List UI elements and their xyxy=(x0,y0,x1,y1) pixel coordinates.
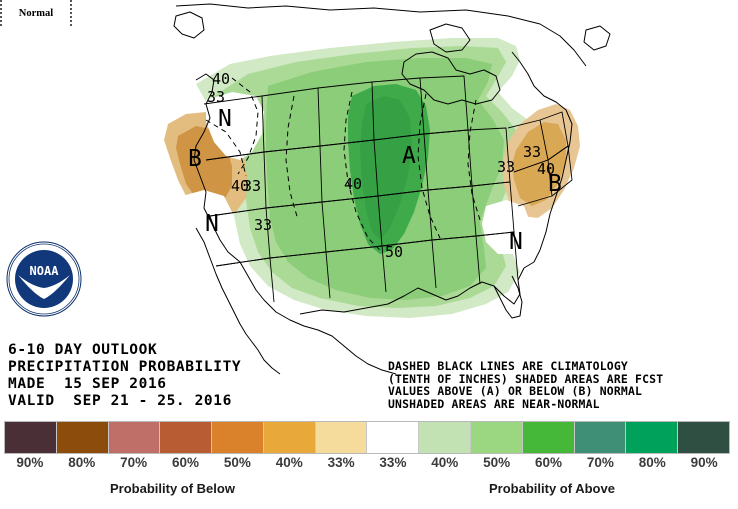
colorbar-swatch-2 xyxy=(108,422,161,453)
hudson-sketch xyxy=(429,23,471,53)
colorbar-swatch-5 xyxy=(263,422,316,453)
map-label-east-33b: 33 xyxy=(523,143,542,161)
outlook-map: NOAA 40 33 N B 40 33 N 33 A 40 50 33 33 40 B N 6-10 DAY… xyxy=(6,3,663,410)
probability-colorbar xyxy=(4,421,730,454)
newfoundland xyxy=(583,25,611,51)
colorbar-swatch-3 xyxy=(160,422,213,453)
colorbar-swatch-7 xyxy=(367,422,420,453)
colorbar-tick-11: 70% xyxy=(586,455,614,470)
colorbar-tick-labels: 90% 80% 70% 60% 50% 40% 33% 33% 40% 50% 60% 70% 80% 9… xyxy=(4,455,730,473)
colorbar-tick-9: 50% xyxy=(483,455,511,470)
colorbar-swatch-6 xyxy=(315,422,368,453)
colorbar-tick-12: 80% xyxy=(638,455,666,470)
east-coast xyxy=(511,51,573,251)
product-title-text: 6-10 DAY OUTLOOK PRECIPITATION PROBABILI… xyxy=(8,342,242,409)
colorbar-swatch-13 xyxy=(678,422,729,453)
colorbar-tick-3: 60% xyxy=(171,455,200,470)
legend-normal-label: Normal xyxy=(0,0,72,26)
colorbar-tick-0: 90% xyxy=(16,455,44,470)
great-lakes xyxy=(401,51,501,105)
colorbar-tick-8: 40% xyxy=(431,455,459,470)
map-label-ne-B: B xyxy=(548,171,562,197)
map-label-west-33: 33 xyxy=(243,177,262,195)
map-label-east-33a: 33 xyxy=(497,158,516,176)
colorbar-swatch-4 xyxy=(212,422,264,453)
map-label-ca-N: N xyxy=(205,211,219,237)
map-label-sw-33: 33 xyxy=(254,216,273,234)
colorbar-tick-6: 33% xyxy=(327,455,355,470)
map-label-mid-A: A xyxy=(402,143,416,169)
above-core-inner xyxy=(360,96,412,240)
normal-area-interior-west xyxy=(206,92,264,160)
map-label-nw-33: 33 xyxy=(207,88,226,106)
legend-below-label: Probability of Below xyxy=(110,481,235,496)
below-core-northeast xyxy=(512,122,566,206)
normal-area-california xyxy=(176,190,232,244)
normal-area-southeast xyxy=(482,200,530,254)
climatology-contours xyxy=(205,77,481,253)
mexico-outline xyxy=(263,299,397,375)
map-label-nw-40: 40 xyxy=(212,70,231,88)
map-label-west-40: 40 xyxy=(231,177,250,195)
colorbar-swatch-12 xyxy=(626,422,679,453)
colorbar-swatch-0 xyxy=(5,422,57,453)
product-caption-text: DASHED BLACK LINES ARE CLIMATOLOGY (TENT… xyxy=(388,359,664,411)
colorbar-tick-7: 33% xyxy=(379,455,407,470)
colorbar-tick-1: 80% xyxy=(68,455,96,470)
legend-above-label: Probability of Above xyxy=(489,481,615,496)
noaa-seal-text: NOAA xyxy=(30,264,60,278)
colorbar-tick-5: 40% xyxy=(275,455,303,470)
shaded-probability-areas xyxy=(164,38,580,318)
map-label-ne-40: 40 xyxy=(537,160,556,178)
noaa-logo: NOAA xyxy=(6,241,82,317)
vancouver-island xyxy=(173,11,205,39)
product-title-block: 6-10 DAY OUTLOOK PRECIPITATION PROBABILI… xyxy=(8,342,241,410)
colorbar-tick-4: 50% xyxy=(223,455,251,470)
map-label-nw-N: N xyxy=(218,106,232,132)
map-outlines xyxy=(173,3,611,375)
map-label-plains-40: 40 xyxy=(344,175,363,193)
map-label-se-N: N xyxy=(509,229,523,255)
canada-outline xyxy=(175,3,587,67)
colorbar-tick-2: 70% xyxy=(120,455,148,470)
colorbar-swatch-1 xyxy=(56,422,109,453)
colorbar-swatch-10 xyxy=(522,422,575,453)
map-label-west-B: B xyxy=(188,146,202,172)
map-svg xyxy=(164,3,611,375)
gulf-coast xyxy=(299,249,541,315)
colorbar-tick-10: 60% xyxy=(535,455,563,470)
colorbar-swatch-9 xyxy=(471,422,523,453)
product-caption-block: DASHED BLACK LINES ARE CLIMATOLOGY (TENT… xyxy=(388,360,663,410)
colorbar-tick-13: 90% xyxy=(690,455,718,470)
colorbar-swatch-11 xyxy=(574,422,627,453)
baja-california xyxy=(195,227,281,375)
florida xyxy=(493,275,523,319)
map-label-south-50: 50 xyxy=(385,243,404,261)
colorbar-swatch-8 xyxy=(419,422,472,453)
